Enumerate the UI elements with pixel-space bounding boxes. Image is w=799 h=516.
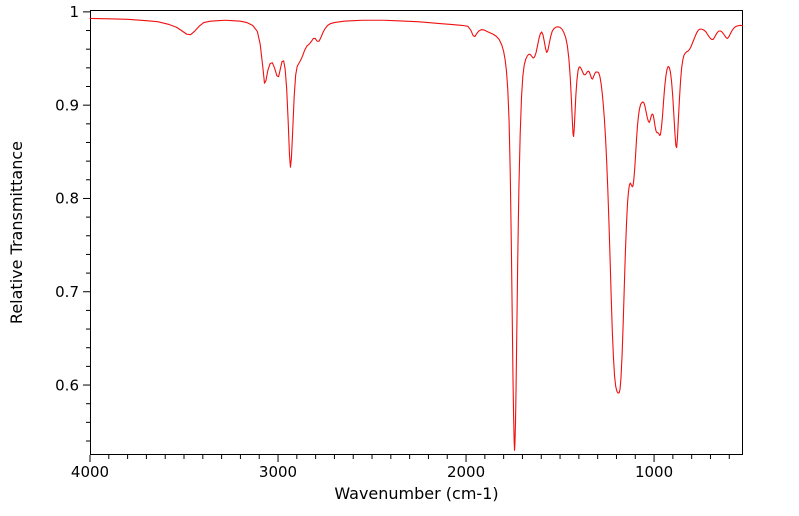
x-tick-label: 1000 bbox=[635, 463, 673, 481]
x-axis-label: Wavenumber (cm-1) bbox=[334, 484, 499, 503]
y-tick-label: 0.9 bbox=[55, 96, 79, 114]
y-tick-label: 0.7 bbox=[55, 283, 79, 301]
y-tick-label: 0.6 bbox=[55, 376, 79, 394]
y-tick-label: 0.8 bbox=[55, 190, 79, 208]
y-tick-label: 1 bbox=[69, 3, 79, 21]
x-tick-label: 2000 bbox=[447, 463, 485, 481]
spectrum-line bbox=[89, 17, 743, 451]
plot-border bbox=[90, 10, 743, 455]
x-tick-label: 4000 bbox=[71, 463, 109, 481]
x-tick-label: 3000 bbox=[259, 463, 297, 481]
